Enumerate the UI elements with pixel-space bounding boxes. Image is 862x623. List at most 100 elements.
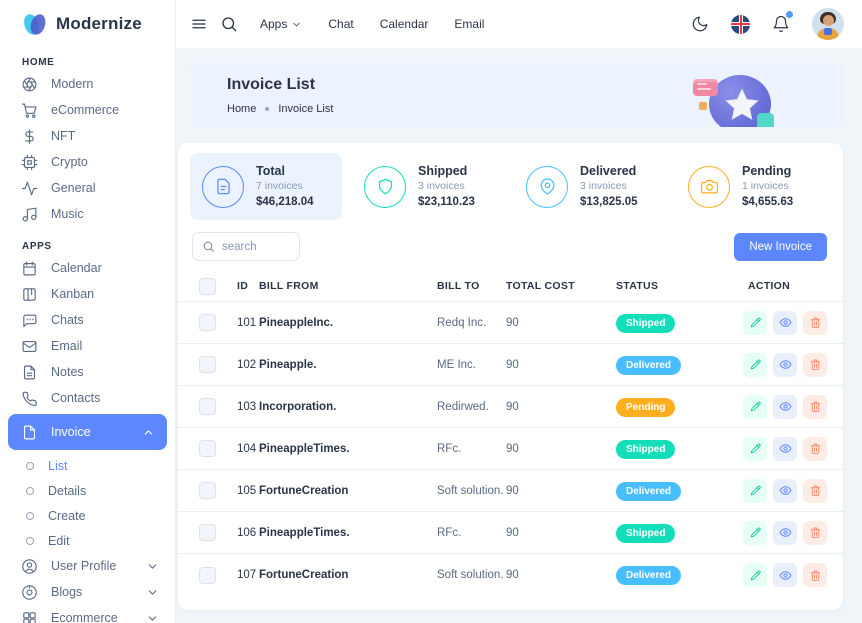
chat-icon — [21, 312, 38, 329]
stat-count: 1 invoices — [742, 180, 789, 193]
stat-count: 3 invoices — [418, 180, 465, 193]
delete-button[interactable] — [803, 478, 827, 503]
sidebar-item-music[interactable]: Music — [0, 201, 175, 227]
row-checkbox[interactable] — [199, 566, 216, 584]
invoice-icon — [21, 424, 38, 441]
sidebar-item-kanban[interactable]: Kanban — [0, 281, 175, 307]
delete-button[interactable] — [803, 352, 827, 377]
bill-to-cell: Soft solution. — [437, 569, 504, 582]
new-invoice-button[interactable]: New Invoice — [734, 232, 827, 261]
notes-icon — [21, 364, 38, 381]
sidebar-item-general[interactable]: General — [0, 175, 175, 201]
delete-button[interactable] — [803, 436, 827, 461]
pencil-icon — [749, 484, 762, 497]
delete-button[interactable] — [803, 394, 827, 419]
row-checkbox[interactable] — [199, 356, 216, 374]
row-checkbox[interactable] — [199, 524, 216, 542]
topbar-link-email[interactable]: Email — [454, 17, 484, 31]
sidebar-item-user-profile[interactable]: User Profile — [0, 553, 175, 579]
chevron-down-icon — [291, 19, 302, 30]
stat-card-pending[interactable]: Pending 1 invoices $4,655.63 — [676, 153, 828, 220]
row-checkbox[interactable] — [199, 440, 216, 458]
stat-amount: $46,218.04 — [256, 195, 314, 208]
view-button[interactable] — [773, 563, 797, 588]
pencil-icon — [749, 400, 762, 413]
sidebar-item-notes[interactable]: Notes — [0, 359, 175, 385]
select-all-checkbox[interactable] — [199, 277, 216, 295]
sidebar-item-crypto[interactable]: Crypto — [0, 149, 175, 175]
edit-button[interactable] — [743, 563, 767, 588]
view-button[interactable] — [773, 520, 797, 545]
circle-bullet-icon — [26, 461, 34, 470]
sidebar-item-modern[interactable]: Modern — [0, 71, 175, 97]
bill-from-cell: PineappleTimes. — [259, 442, 350, 455]
sidebar-item-contacts[interactable]: Contacts — [0, 385, 175, 411]
view-button[interactable] — [773, 352, 797, 377]
delete-button[interactable] — [803, 563, 827, 588]
breadcrumb-home[interactable]: Home — [227, 103, 257, 115]
file-icon — [202, 165, 244, 208]
status-badge: Pending — [616, 397, 676, 417]
user-avatar[interactable] — [812, 8, 844, 40]
bell-icon[interactable] — [766, 9, 796, 39]
invoice-id-cell: 102 — [237, 358, 257, 371]
view-button[interactable] — [773, 394, 797, 419]
trash-icon — [809, 358, 822, 371]
edit-button[interactable] — [743, 394, 767, 419]
row-checkbox[interactable] — [199, 314, 216, 332]
sidebar-item-label: Notes — [51, 365, 84, 379]
menu-icon[interactable] — [184, 9, 214, 39]
delete-button[interactable] — [803, 520, 827, 545]
phone-icon — [21, 390, 38, 407]
uk-flag-icon[interactable] — [731, 14, 750, 34]
dollar-icon — [21, 128, 38, 145]
pencil-icon — [749, 358, 762, 371]
search-input[interactable] — [222, 240, 290, 253]
edit-button[interactable] — [743, 436, 767, 461]
topbar-link-apps[interactable]: Apps — [260, 17, 302, 31]
sidebar-item-blogs[interactable]: Blogs — [0, 579, 175, 605]
topbar: Apps Chat Calendar Email — [176, 0, 862, 48]
sidebar-item-nft[interactable]: NFT — [0, 123, 175, 149]
search-box[interactable] — [192, 232, 300, 262]
stat-amount: $23,110.23 — [418, 195, 475, 208]
edit-button[interactable] — [743, 478, 767, 503]
edit-button[interactable] — [743, 352, 767, 377]
status-cell: Pending — [616, 397, 743, 417]
status-cell: Shipped — [616, 439, 743, 459]
dark-mode-moon-icon[interactable] — [685, 9, 715, 39]
stat-card-total[interactable]: Total 7 invoices $46,218.04 — [190, 153, 342, 221]
stat-card-delivered[interactable]: Delivered 3 invoices $13,825.05 — [514, 153, 666, 220]
view-button[interactable] — [773, 478, 797, 503]
sidebar-subitem-create[interactable]: Create — [0, 503, 175, 528]
sidebar: Modernize HOME Modern eCommerce NFT Crypto Ge… — [0, 0, 176, 623]
trash-icon — [809, 442, 822, 455]
sidebar-item-email[interactable]: Email — [0, 333, 175, 359]
sidebar-subitem-edit[interactable]: Edit — [0, 528, 175, 553]
brand-logo-icon — [24, 14, 46, 35]
delete-button[interactable] — [803, 310, 827, 335]
sidebar-item-invoice[interactable]: Invoice — [8, 414, 167, 450]
sidebar-subitem-list[interactable]: List — [0, 453, 175, 478]
edit-button[interactable] — [743, 520, 767, 545]
sidebar-item-ecommerce[interactable]: eCommerce — [0, 97, 175, 123]
status-badge: Shipped — [616, 523, 676, 543]
sidebar-item-ecommerce[interactable]: Ecommerce — [0, 605, 175, 623]
view-button[interactable] — [773, 436, 797, 461]
edit-button[interactable] — [743, 310, 767, 335]
row-checkbox[interactable] — [199, 398, 216, 416]
sidebar-item-calendar[interactable]: Calendar — [0, 255, 175, 281]
status-badge: Shipped — [616, 439, 676, 459]
view-button[interactable] — [773, 310, 797, 335]
search-icon[interactable] — [214, 9, 244, 39]
sidebar-subitem-details[interactable]: Details — [0, 478, 175, 503]
total-cost-cell: 90 — [506, 569, 519, 582]
stat-card-shipped[interactable]: Shipped 3 invoices $23,110.23 — [352, 153, 504, 220]
topbar-link-chat[interactable]: Chat — [328, 17, 353, 31]
sidebar-subitem-label: List — [48, 458, 68, 473]
brand-logo[interactable]: Modernize — [0, 0, 175, 48]
row-checkbox[interactable] — [199, 482, 216, 500]
circle-bullet-icon — [26, 486, 34, 495]
sidebar-item-chats[interactable]: Chats — [0, 307, 175, 333]
topbar-link-calendar[interactable]: Calendar — [380, 17, 429, 31]
